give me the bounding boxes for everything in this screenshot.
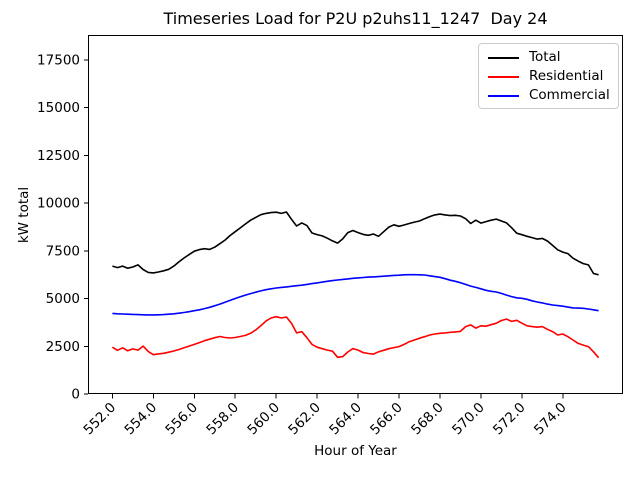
y-tick-label: 10000 <box>37 196 80 212</box>
plot-border <box>88 35 623 394</box>
x-tick-label: 564.0 <box>326 400 365 439</box>
x-tick-label: 562.0 <box>285 400 324 439</box>
y-tick-label: 5000 <box>46 291 80 307</box>
total-line-sample <box>488 56 519 59</box>
x-tick-label: 554.0 <box>121 400 160 439</box>
total-line <box>112 211 599 276</box>
x-tick-label: 556.0 <box>162 400 201 439</box>
x-tick-label: 558.0 <box>203 400 242 439</box>
legend-entry-commercial: Commercial <box>488 86 618 105</box>
x-axis-ticks: 552.0 554.0 556.0 558.0 560.0 562.0 564.0 566.0… <box>81 394 570 438</box>
legend: Total Residential Commercial <box>478 43 619 109</box>
chart-title: Timeseries Load for P2U p2uhs11_1247 Day… <box>163 9 548 28</box>
x-tick-label: 566.0 <box>367 400 406 439</box>
y-tick-label: 2500 <box>46 339 80 355</box>
x-axis-label: Hour of Year <box>314 443 397 459</box>
legend-label-residential: Residential <box>529 68 604 84</box>
legend-label-commercial: Commercial <box>529 87 610 103</box>
residential-line-sample <box>488 75 519 78</box>
x-tick-label: 552.0 <box>81 400 120 439</box>
x-tick-label: 568.0 <box>408 400 447 439</box>
y-tick-label: 7500 <box>46 243 80 259</box>
commercial-line-sample <box>488 94 519 97</box>
y-tick-label: 17500 <box>37 52 80 68</box>
y-tick-label: 15000 <box>37 100 80 116</box>
legend-entry-total: Total <box>488 48 618 67</box>
x-tick-label: 560.0 <box>244 400 283 439</box>
y-axis-label: kW total <box>16 186 32 244</box>
legend-label-total: Total <box>529 49 561 65</box>
x-tick-label: 572.0 <box>490 400 529 439</box>
y-tick-label: 12500 <box>37 148 80 164</box>
residential-line <box>111 315 600 359</box>
y-tick-label: 0 <box>71 387 80 403</box>
x-tick-label: 574.0 <box>531 400 570 439</box>
commercial-line <box>112 273 599 316</box>
x-tick-label: 570.0 <box>449 400 488 439</box>
legend-entry-residential: Residential <box>488 67 618 86</box>
y-axis-ticks: 0 2500 5000 7500 10000 12500 15000 17500 <box>37 52 88 403</box>
